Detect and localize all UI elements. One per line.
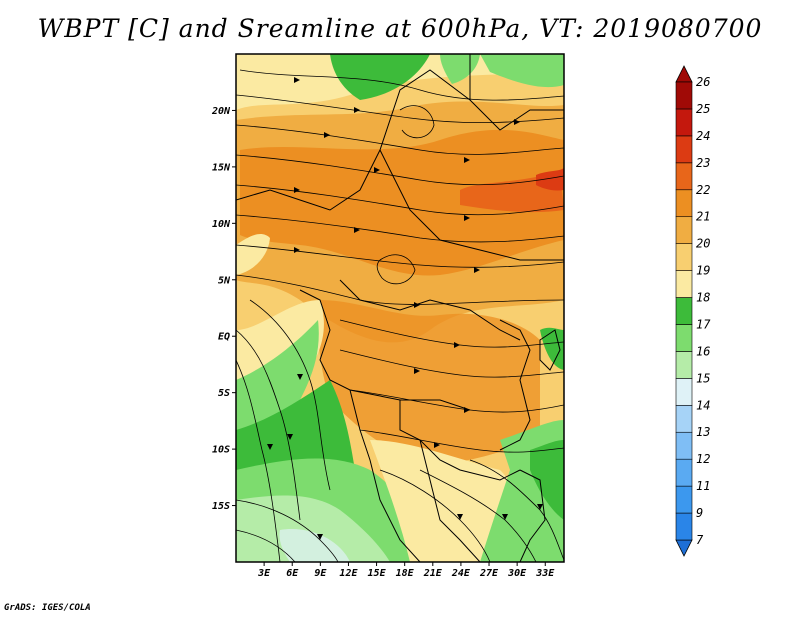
colorbar-swatch [675, 324, 693, 352]
colorbar-label: 7 [696, 533, 704, 547]
colorbar-label: 19 [696, 264, 710, 278]
colorbar-label: 18 [696, 291, 710, 305]
colorbar-swatch [675, 404, 693, 433]
lon-tick-label: 33E [535, 568, 555, 579]
map-frame [235, 53, 565, 563]
colorbar-swatch [675, 162, 693, 191]
colorbar-label: 26 [696, 75, 710, 89]
country-borders [236, 54, 564, 562]
longitude-axis: 3E 6E 9E 12E 15E 18E 21E 24E 27E 30E 33E [257, 562, 555, 579]
lon-tick-label: 30E [507, 568, 527, 579]
lon-tick-label: 12E [339, 568, 358, 579]
colorbar-label: 11 [696, 479, 710, 493]
streamline-arrows [267, 77, 543, 540]
lat-tick-label: EQ [218, 332, 230, 343]
colorbar-swatch [675, 270, 693, 298]
lon-tick-label: 9E [314, 568, 327, 579]
colorbar-swatch [675, 108, 693, 137]
colorbar-label: 12 [696, 452, 710, 466]
lat-tick-label: 15N [212, 162, 231, 173]
lat-tick-label: 15S [212, 501, 230, 512]
lon-tick-label: 27E [479, 568, 499, 579]
latitude-axis: 20N 15N 10N 5N EQ 5S 10S 15S [211, 106, 236, 512]
colorbar: 7 9 11 12 13 14 15 16 17 18 19 20 21 22 23 24 25 26 [675, 65, 711, 557]
lon-tick-label: 18E [396, 568, 415, 579]
colorbar-swatch [675, 431, 693, 460]
colorbar-label: 21 [696, 210, 710, 224]
colorbar-label: 15 [696, 371, 710, 385]
colorbar-label: 23 [696, 156, 710, 170]
colorbar-swatch [675, 243, 693, 271]
grads-credit: GrADS: IGES/COLA [4, 603, 91, 613]
colorbar-label: 24 [696, 129, 710, 143]
colorbar-swatch [675, 81, 693, 110]
lon-tick-label: 3E [257, 568, 271, 579]
lat-tick-label: 5N [218, 275, 231, 286]
lat-tick-label: 10S [212, 445, 230, 456]
colorbar-label: 13 [696, 425, 710, 439]
lat-tick-label: 10N [212, 219, 231, 230]
colorbar-swatch [675, 378, 693, 406]
chart-title: WBPT [C] and Sreamline at 600hPa, VT: 20… [37, 14, 763, 43]
colorbar-label: 25 [696, 102, 710, 116]
lon-tick-label: 21E [423, 568, 443, 579]
colorbar-label: 14 [696, 398, 710, 412]
colorbar-label: 9 [696, 506, 703, 520]
colorbar-swatch [675, 135, 693, 164]
colorbar-swatch [675, 351, 693, 379]
lon-tick-label: 15E [368, 568, 387, 579]
colorbar-label: 22 [696, 183, 710, 197]
colorbar-min-arrow [675, 539, 693, 557]
lat-tick-label: 5S [218, 388, 230, 399]
colorbar-swatch [675, 458, 693, 487]
colorbar-swatch [675, 189, 693, 218]
colorbar-swatch [675, 216, 693, 244]
colorbar-label: 17 [696, 317, 711, 331]
colorbar-label: 20 [696, 237, 710, 251]
lon-tick-label: 6E [286, 568, 299, 579]
lat-tick-label: 20N [211, 106, 231, 117]
lon-tick-label: 24E [451, 568, 471, 579]
shaded-field [236, 54, 564, 562]
colorbar-swatch [675, 297, 693, 325]
colorbar-swatch [675, 512, 693, 541]
colorbar-max-arrow [675, 65, 693, 83]
colorbar-label: 16 [696, 344, 710, 358]
colorbar-swatch [675, 485, 693, 514]
